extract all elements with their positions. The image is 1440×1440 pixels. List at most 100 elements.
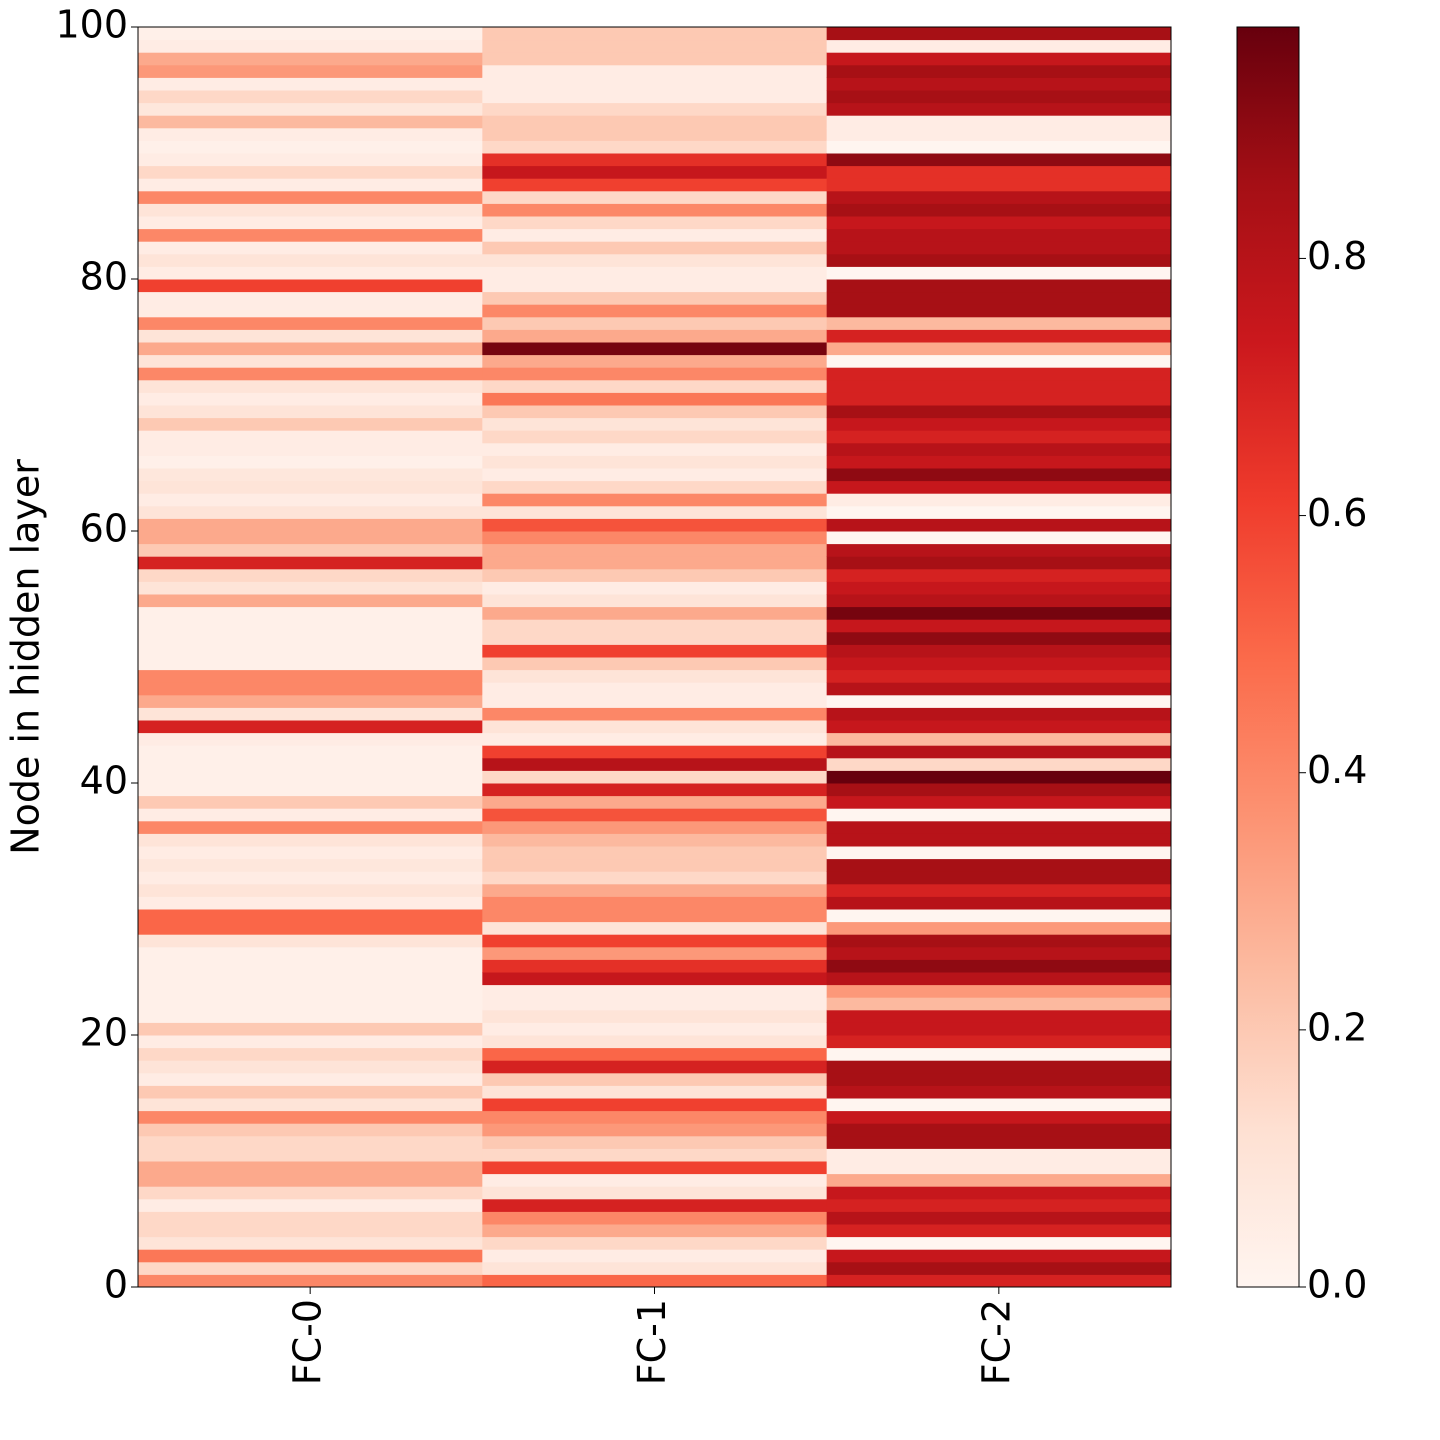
heat-cell — [482, 405, 828, 419]
heat-cell — [138, 203, 483, 217]
heat-cell — [482, 757, 828, 771]
heat-cell — [826, 1022, 1172, 1036]
heat-cell — [138, 846, 483, 860]
heat-cell — [826, 556, 1172, 570]
heat-cell — [138, 594, 483, 608]
heat-cell — [826, 1224, 1172, 1238]
heat-cell — [482, 1224, 828, 1238]
heat-cell — [826, 770, 1172, 784]
heat-cell — [826, 745, 1172, 759]
y-tick-label: 0 — [104, 1263, 128, 1307]
heat-cell — [138, 972, 483, 986]
heat-cell — [138, 1072, 483, 1086]
heat-cell — [138, 1249, 483, 1263]
heat-cell — [482, 329, 828, 343]
heat-cell — [138, 253, 483, 267]
heat-cell — [826, 455, 1172, 469]
x-tick-label: FC-0 — [286, 1299, 330, 1385]
heat-cell — [826, 178, 1172, 192]
heat-cell — [482, 770, 828, 784]
heat-cell — [826, 820, 1172, 834]
heat-cell — [826, 405, 1172, 419]
heat-cell — [138, 909, 483, 923]
heat-cell — [138, 1173, 483, 1187]
heat-cell — [138, 367, 483, 381]
heat-cell — [138, 883, 483, 897]
heat-cell — [138, 783, 483, 797]
heat-cell — [138, 896, 483, 910]
heat-cell — [482, 392, 828, 406]
heat-cell — [826, 619, 1172, 633]
heat-cell — [482, 619, 828, 633]
heat-cell — [482, 1022, 828, 1036]
heat-cell — [826, 241, 1172, 255]
heat-cell — [826, 1173, 1172, 1187]
heat-cell — [826, 946, 1172, 960]
heat-cell — [826, 909, 1172, 923]
heat-cell — [482, 178, 828, 192]
heat-cell — [482, 203, 828, 217]
heat-cell — [482, 833, 828, 847]
heat-cell — [482, 279, 828, 293]
heat-cell — [138, 90, 483, 104]
heat-cell — [482, 1186, 828, 1200]
heat-cell — [138, 480, 483, 494]
heat-cell — [138, 27, 483, 41]
heat-cell — [138, 858, 483, 872]
heat-cell — [826, 808, 1172, 822]
heat-cell — [482, 1161, 828, 1175]
heat-cell — [138, 984, 483, 998]
heat-cell — [138, 115, 483, 129]
heat-cell — [482, 682, 828, 696]
heat-cell — [482, 556, 828, 570]
heat-cell — [482, 316, 828, 330]
heat-cell — [482, 720, 828, 734]
heat-cell — [826, 1110, 1172, 1124]
heat-cell — [138, 342, 483, 356]
heat-cell — [826, 316, 1172, 330]
heat-cell — [482, 291, 828, 305]
heat-cell — [482, 568, 828, 582]
heat-cell — [138, 468, 483, 482]
heat-cell — [138, 1060, 483, 1074]
heat-cell — [138, 140, 483, 154]
colorbar-tick-label: 0.4 — [1307, 748, 1367, 792]
heat-cell — [826, 757, 1172, 771]
y-tick-label: 40 — [80, 759, 128, 803]
heat-cell — [482, 934, 828, 948]
heat-cell — [138, 669, 483, 683]
heat-cell — [138, 77, 483, 91]
heat-cell — [482, 1274, 828, 1288]
heat-cell — [482, 1211, 828, 1225]
heat-cell — [826, 480, 1172, 494]
heat-cell — [138, 1274, 483, 1288]
heat-cell — [138, 795, 483, 809]
heat-cell — [138, 1123, 483, 1137]
heat-cell — [826, 90, 1172, 104]
heat-cell — [826, 329, 1172, 343]
heat-cell — [826, 291, 1172, 305]
heat-cell — [826, 367, 1172, 381]
heat-cell — [826, 190, 1172, 204]
heat-cell — [138, 127, 483, 141]
heat-cell — [138, 379, 483, 393]
heat-cell — [138, 921, 483, 935]
heat-cell — [482, 669, 828, 683]
heat-cell — [826, 216, 1172, 230]
heat-cell — [826, 279, 1172, 293]
heat-cell — [826, 253, 1172, 267]
heat-cell — [138, 833, 483, 847]
heat-cell — [482, 342, 828, 356]
heat-cell — [482, 783, 828, 797]
heat-cell — [138, 682, 483, 696]
heat-cell — [482, 1123, 828, 1137]
heat-cell — [826, 883, 1172, 897]
heat-cell — [138, 694, 483, 708]
heat-cell — [138, 707, 483, 721]
heat-cell — [826, 720, 1172, 734]
heat-cell — [482, 984, 828, 998]
heat-cell — [482, 871, 828, 885]
heat-cell — [826, 732, 1172, 746]
heat-cell — [482, 90, 828, 104]
